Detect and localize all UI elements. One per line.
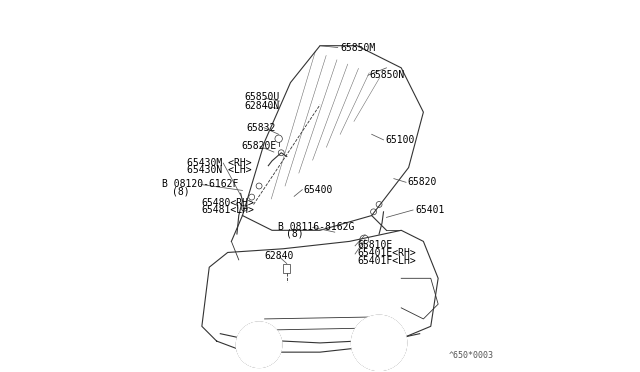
- Text: 65400: 65400: [303, 185, 333, 195]
- Circle shape: [236, 322, 282, 368]
- Text: B 08120-6162F: B 08120-6162F: [162, 179, 238, 189]
- Text: 65481<LH>: 65481<LH>: [201, 205, 254, 215]
- Circle shape: [351, 315, 407, 371]
- Text: 65401E<RH>: 65401E<RH>: [357, 248, 415, 258]
- Text: 65430N <LH>: 65430N <LH>: [187, 165, 252, 175]
- Text: 65100: 65100: [386, 135, 415, 145]
- Text: 65850U: 65850U: [244, 92, 280, 102]
- Text: B 08116-8162G: B 08116-8162G: [278, 222, 354, 232]
- Text: ^650*0003: ^650*0003: [449, 350, 493, 359]
- Bar: [283, 263, 291, 273]
- Text: 62840N: 62840N: [244, 100, 280, 110]
- Text: 65832: 65832: [246, 123, 276, 133]
- Text: 65480<RH>: 65480<RH>: [201, 198, 254, 208]
- Text: (8): (8): [286, 229, 303, 239]
- Text: 65430M <RH>: 65430M <RH>: [187, 158, 252, 168]
- Text: 65820: 65820: [408, 177, 437, 187]
- Text: 65810E: 65810E: [357, 240, 392, 250]
- Text: 65820E: 65820E: [242, 141, 277, 151]
- Text: 65850N: 65850N: [370, 70, 405, 80]
- Text: 65401F<LH>: 65401F<LH>: [357, 256, 415, 266]
- Text: 62840: 62840: [264, 251, 293, 261]
- Text: 65401: 65401: [415, 205, 445, 215]
- Text: (8): (8): [172, 186, 190, 196]
- Text: 65850M: 65850M: [340, 42, 376, 52]
